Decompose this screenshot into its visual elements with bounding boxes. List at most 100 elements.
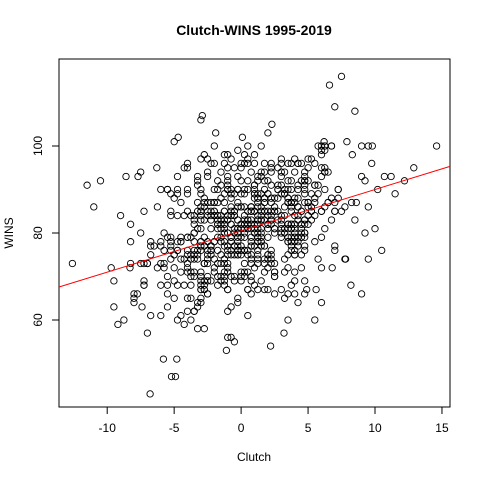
data-point [250, 181, 259, 189]
data-point [357, 172, 366, 181]
data-point [227, 333, 235, 342]
data-point [311, 316, 319, 324]
data-point [177, 198, 185, 207]
data-point [173, 246, 182, 255]
data-point [280, 329, 288, 337]
data-point [224, 333, 232, 342]
data-point [250, 190, 259, 198]
data-point [280, 255, 289, 263]
data-point [240, 268, 249, 276]
data-point [291, 251, 299, 259]
data-point [183, 294, 192, 302]
data-point [334, 194, 342, 202]
data-point [284, 251, 292, 259]
data-point [197, 190, 205, 198]
data-point [180, 211, 188, 220]
data-point [267, 164, 275, 172]
data-point [270, 268, 279, 276]
data-point [220, 259, 229, 268]
data-point [230, 211, 239, 220]
data-point [203, 246, 212, 255]
data-point [247, 207, 255, 215]
data-point [174, 133, 182, 141]
data-point [341, 255, 349, 263]
data-point [203, 277, 212, 285]
data-point [267, 194, 275, 202]
data-point [126, 220, 135, 228]
data-point [130, 298, 138, 307]
data-point [270, 259, 279, 268]
data-point [277, 159, 285, 168]
data-point [167, 255, 175, 263]
data-point [234, 294, 242, 302]
data-point [311, 198, 319, 207]
data-point [227, 238, 235, 246]
data-point [187, 268, 195, 276]
data-point [224, 177, 232, 185]
data-point [287, 185, 295, 194]
data-point [234, 216, 242, 224]
data-point [317, 264, 326, 272]
data-point [351, 107, 359, 115]
data-point [301, 277, 309, 285]
data-point [197, 203, 205, 211]
data-point [254, 233, 262, 241]
data-point [68, 259, 77, 268]
data-point [133, 290, 141, 298]
data-point [170, 277, 178, 285]
data-point [210, 268, 218, 276]
data-point [291, 198, 299, 207]
data-point [264, 190, 272, 198]
data-point [240, 211, 249, 220]
data-point [284, 316, 292, 324]
data-point [173, 172, 182, 181]
data-point [210, 264, 218, 272]
data-point [240, 185, 249, 194]
data-point [303, 285, 311, 294]
data-point [147, 242, 155, 250]
data-point [200, 233, 208, 241]
data-point [312, 285, 320, 294]
data-point [260, 159, 269, 168]
data-point [187, 281, 195, 289]
data-point [244, 142, 252, 150]
data-point [304, 164, 312, 172]
data-point [147, 311, 155, 320]
data-point [214, 246, 222, 255]
data-point [331, 246, 339, 255]
data-point [257, 216, 265, 224]
data-point [270, 290, 279, 298]
data-point [220, 190, 229, 198]
data-point [307, 207, 316, 215]
data-point [203, 259, 212, 268]
data-point [220, 151, 229, 159]
data-points [68, 72, 441, 398]
data-point [287, 281, 295, 289]
data-point [254, 203, 262, 211]
data-point [227, 155, 235, 163]
data-point [234, 172, 242, 181]
x-tick-label: 15 [435, 421, 449, 435]
data-point [280, 203, 289, 211]
data-point [267, 159, 275, 168]
data-point [177, 311, 185, 320]
data-point [237, 177, 245, 185]
data-point [227, 211, 235, 220]
data-point [190, 238, 198, 246]
data-point [257, 142, 265, 150]
data-point [183, 233, 192, 241]
data-point [220, 207, 229, 215]
data-point [301, 290, 309, 298]
data-point [341, 203, 349, 211]
x-axis-label: Clutch [237, 450, 271, 464]
data-point [227, 220, 235, 228]
data-point [337, 72, 346, 81]
data-point [190, 307, 198, 315]
data-point [153, 264, 162, 272]
data-point [297, 251, 306, 259]
data-point [287, 177, 295, 185]
data-point [238, 133, 247, 141]
data-point [187, 233, 195, 241]
data-point [193, 198, 202, 207]
data-point [190, 268, 198, 276]
